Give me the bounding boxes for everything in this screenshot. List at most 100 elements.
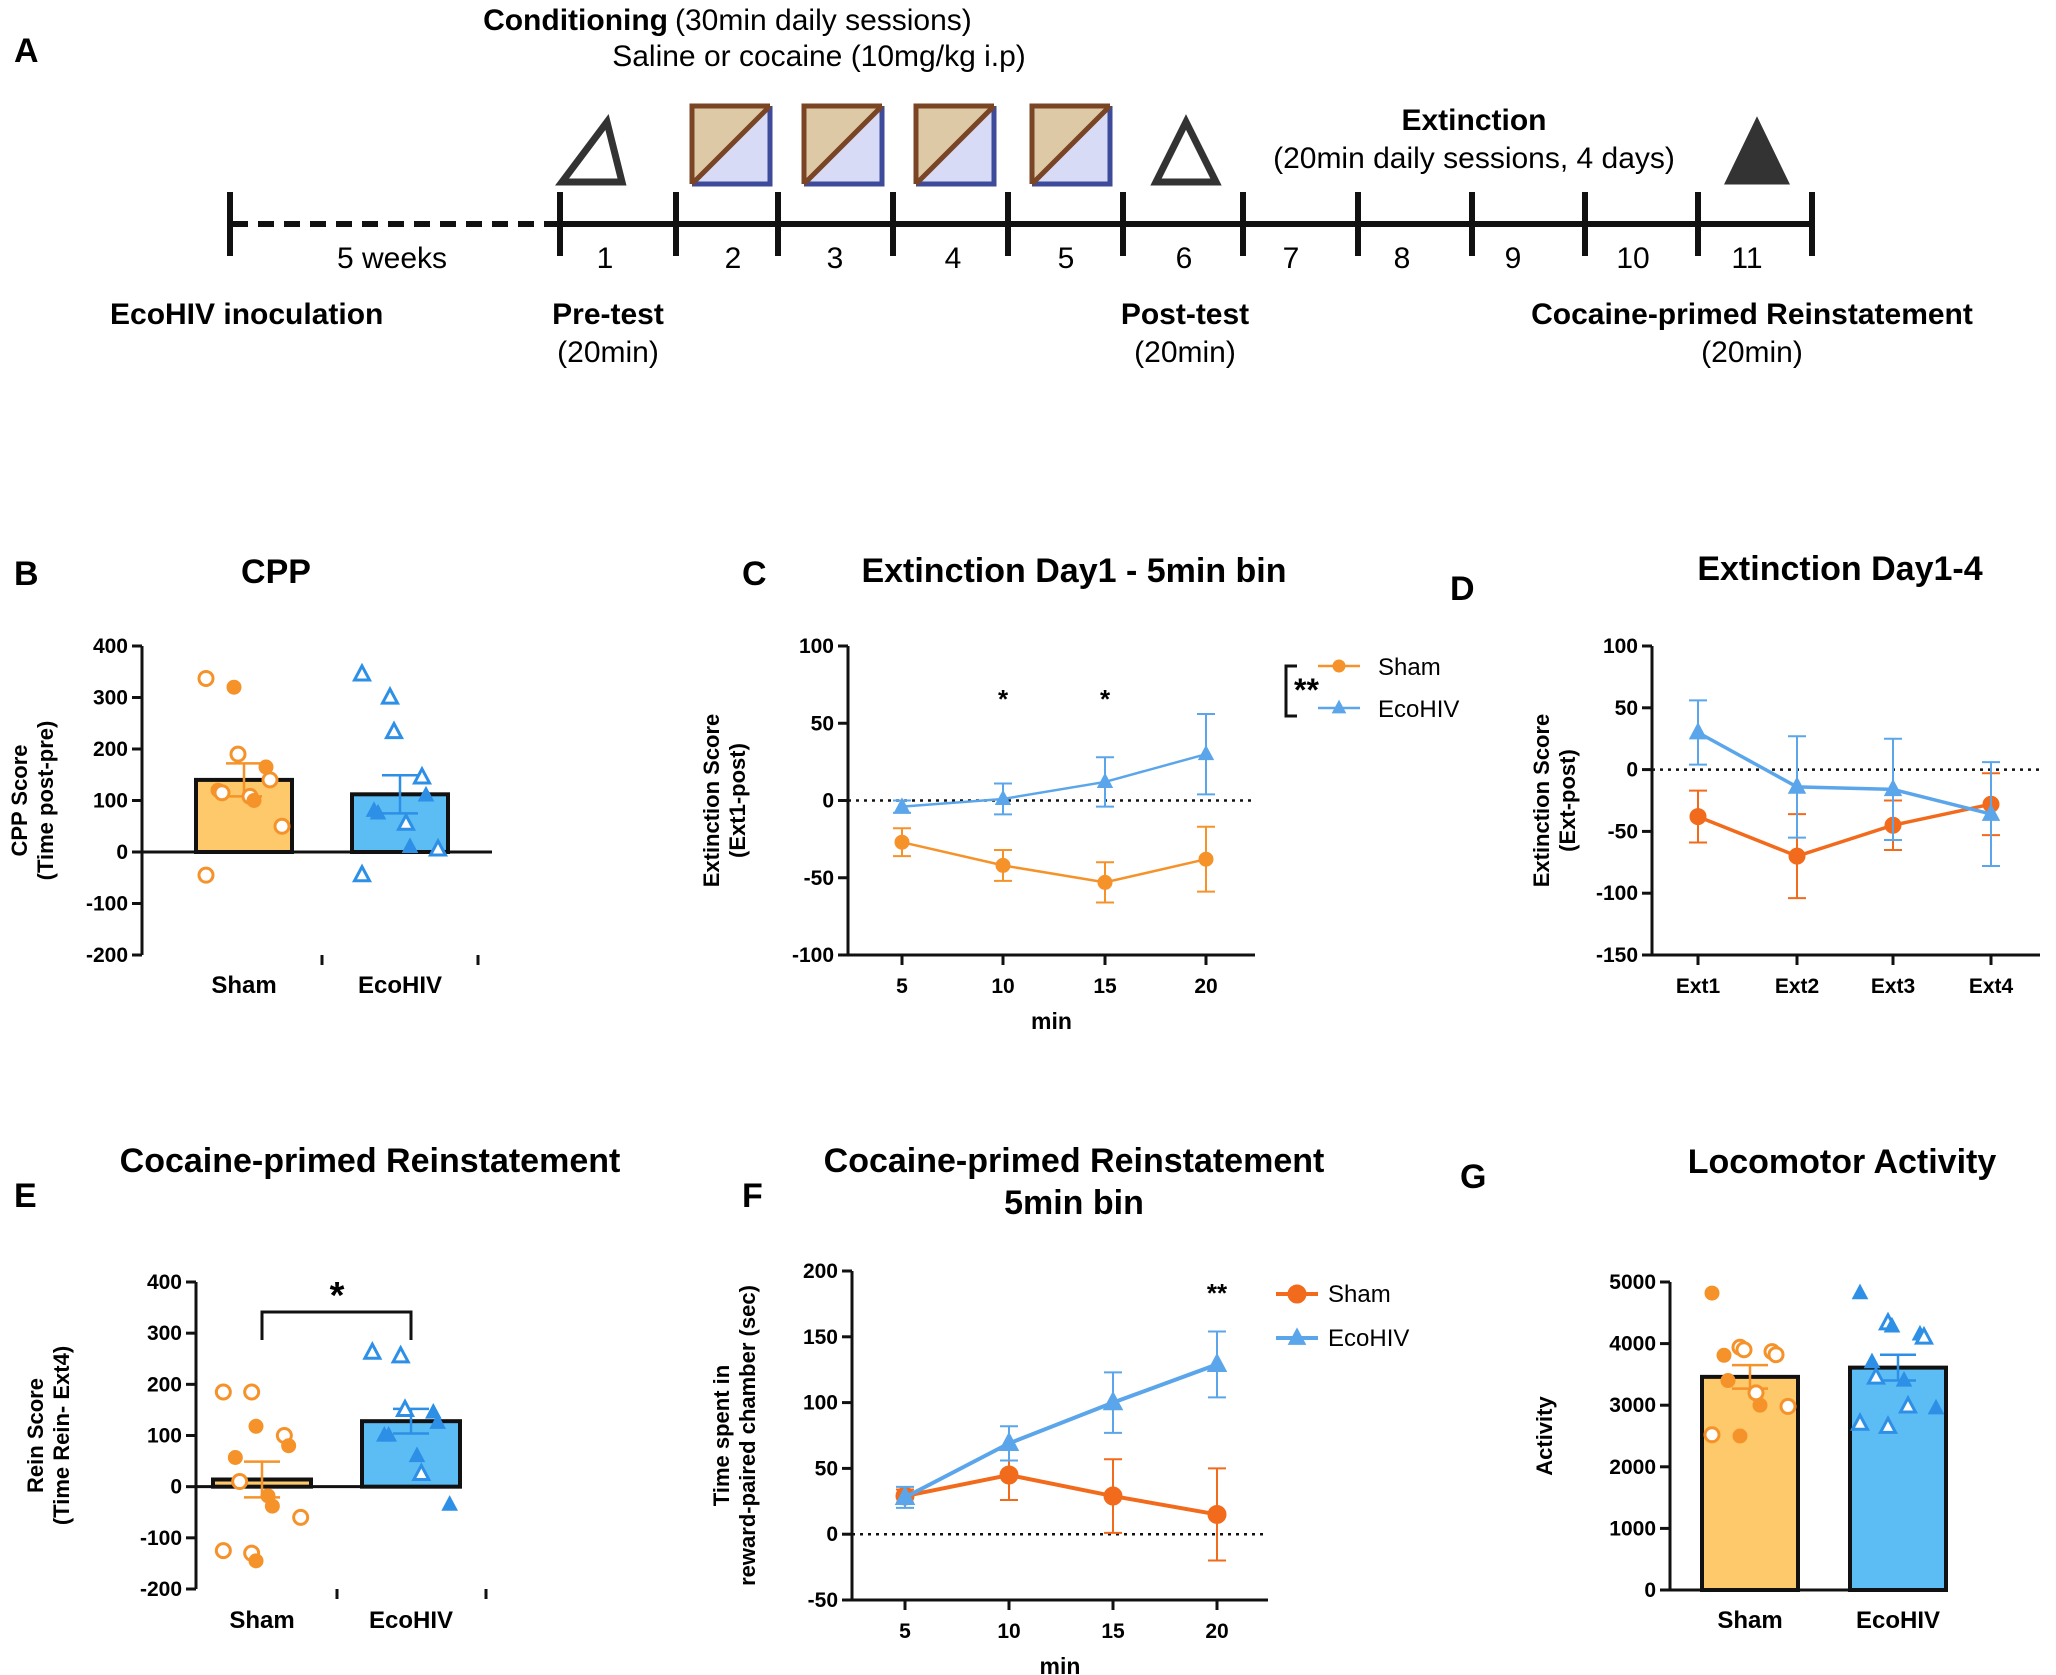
- y-tick-label: -50: [804, 867, 834, 890]
- box-border-brown: [801, 103, 882, 184]
- panel-label-c: C: [742, 555, 767, 593]
- x-category-label: Sham: [229, 1607, 294, 1634]
- data-point-sham: [197, 866, 215, 884]
- data-point-sham: [248, 1418, 264, 1434]
- chart-title: CPP: [241, 553, 311, 591]
- x-category-label: EcoHIV: [369, 1607, 453, 1634]
- data-point-ecohiv: [369, 803, 387, 820]
- timeline-day-11: 11: [1731, 242, 1762, 275]
- data-point-sham: [214, 1383, 232, 1401]
- data-point-ecohiv: [396, 812, 416, 831]
- posttest-label: Post-test: [1121, 298, 1249, 331]
- weeks-label: 5 weeks: [337, 242, 447, 275]
- x-tick-label: 10: [991, 975, 1014, 998]
- data-point-sham: [231, 1473, 249, 1491]
- y-axis-label: Extinction Score: [1529, 714, 1554, 888]
- y-tick-label: 50: [815, 1457, 838, 1480]
- data-point-ecohiv: [401, 837, 419, 853]
- y-tick-label: -200: [86, 944, 128, 967]
- data-point-sham: [214, 1542, 232, 1560]
- timeline-day-7: 7: [1283, 242, 1300, 275]
- pretest-duration: (20min): [557, 336, 659, 369]
- legend-label-ecohiv: EcoHIV: [1378, 696, 1459, 723]
- data-point-ecohiv: [395, 1398, 415, 1418]
- timeline-day-9: 9: [1505, 242, 1522, 275]
- reinstatement-triangle-icon: [1724, 116, 1790, 185]
- data-point-ecohiv: [998, 1431, 1020, 1451]
- x-tick-label: 15: [1093, 975, 1117, 998]
- legend-label-sham: Sham: [1328, 1281, 1391, 1308]
- box-border-blue: [804, 106, 885, 187]
- data-point-ecohiv: [1927, 1398, 1945, 1415]
- reinstatement-label: Cocaine-primed Reinstatement: [1531, 298, 1973, 331]
- box-border-blue: [692, 106, 773, 187]
- x-tick-label: 5: [896, 975, 908, 998]
- timeline-day-3: 3: [827, 242, 844, 275]
- conditioning-drug: Saline or cocaine (10mg/kg i.p): [612, 40, 1026, 73]
- x-category-label: EcoHIV: [358, 972, 442, 999]
- y-tick-label: -150: [1596, 944, 1638, 967]
- posttest-triangle-icon: [1150, 114, 1222, 186]
- series-line-ecohiv: [901, 752, 1207, 808]
- series-line-ecohiv: [1697, 730, 1992, 816]
- series-line-ecohiv: [904, 1362, 1218, 1500]
- chart-subtitle: 5min bin: [1004, 1184, 1144, 1222]
- y-tick-label: -100: [792, 944, 834, 967]
- data-point-sham: [197, 669, 215, 687]
- y-tick-label: 0: [116, 841, 128, 864]
- y-tick-label: 100: [1603, 635, 1638, 658]
- data-point-sham: [1732, 1428, 1748, 1444]
- pretest-label: Pre-test: [552, 298, 664, 331]
- y-tick-label: -50: [808, 1589, 838, 1612]
- legend-bracket: [1284, 664, 1297, 718]
- y-axis-label: Rein Score: [23, 1378, 48, 1493]
- y-tick-label: 100: [803, 1392, 838, 1415]
- x-category-label: EcoHIV: [1856, 1607, 1940, 1634]
- legend-marker-sham: [1287, 1284, 1307, 1304]
- data-point-sham: [281, 1438, 297, 1454]
- chart-title: Cocaine-primed Reinstatement: [120, 1142, 621, 1180]
- significance-bracket: [260, 1310, 413, 1340]
- y-tick-label: 300: [93, 687, 128, 710]
- x-category-label: Sham: [211, 972, 276, 999]
- posttest-duration: (20min): [1134, 336, 1236, 369]
- conditioning-box-3: [913, 103, 997, 187]
- data-point-sham: [227, 1450, 243, 1466]
- data-point-sham: [1735, 1341, 1753, 1359]
- y-tick-label: 3000: [1609, 1394, 1656, 1417]
- data-point-sham: [995, 857, 1011, 873]
- box-border-brown: [913, 103, 994, 184]
- y-tick-label: 100: [147, 1425, 182, 1448]
- y-tick-label: 400: [93, 635, 128, 658]
- x-category-label: Sham: [1717, 1607, 1782, 1634]
- legend-marker-ecohiv: [1331, 699, 1347, 714]
- y-tick-label: 50: [811, 712, 834, 735]
- data-point-sham: [1779, 1397, 1797, 1415]
- box-border-brown: [689, 103, 770, 184]
- data-point-sham: [1703, 1426, 1721, 1444]
- x-tick-label: 10: [997, 1620, 1020, 1643]
- data-point-sham: [1198, 851, 1214, 867]
- y-tick-label: -100: [140, 1527, 182, 1550]
- series-line-sham: [901, 840, 1207, 884]
- panel-label-d: D: [1450, 570, 1475, 608]
- data-point-ecohiv: [1898, 1394, 1918, 1414]
- y-tick-label: -100: [1596, 882, 1638, 905]
- inoculation-label: EcoHIV inoculation: [110, 298, 383, 331]
- significance-star: **: [1207, 1278, 1228, 1308]
- panel-label-b: B: [14, 555, 39, 593]
- data-point-sham: [229, 745, 247, 763]
- x-tick-label: Ext1: [1676, 975, 1721, 998]
- chart-title: Extinction Day1 - 5min bin: [861, 552, 1286, 590]
- y-axis-label: (Time Rein- Ext4): [49, 1346, 74, 1525]
- data-point-sham: [1689, 808, 1707, 826]
- data-point-ecohiv: [994, 789, 1012, 805]
- y-tick-label: 4000: [1609, 1333, 1656, 1356]
- pretest-triangle-icon: [555, 114, 627, 186]
- chart-title: Locomotor Activity: [1688, 1143, 1997, 1181]
- x-tick-label: 15: [1101, 1620, 1125, 1643]
- data-point-ecohiv: [894, 1485, 916, 1505]
- series-line-sham: [904, 1472, 1218, 1517]
